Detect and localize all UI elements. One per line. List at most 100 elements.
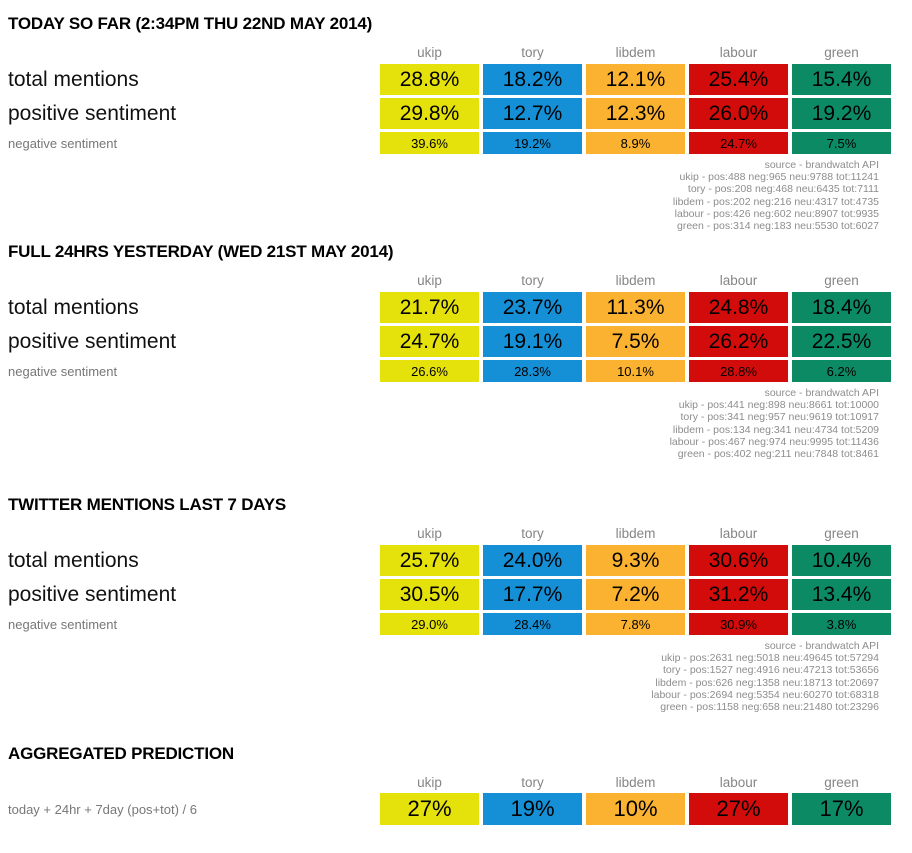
- cell-total-libdem: 12.1%: [586, 64, 685, 95]
- column-header-green: green: [824, 775, 859, 790]
- positive-sentiment-row: positive sentiment 30.5% 17.7% 7.2% 31.2…: [8, 579, 904, 610]
- column-header-labour: labour: [719, 775, 758, 790]
- cell-total-labour: 24.8%: [689, 292, 788, 323]
- party-header-row: ukip tory libdem labour green: [8, 775, 904, 790]
- cell-aggregated-green: 17%: [792, 793, 891, 825]
- column-header-labour: labour: [719, 273, 758, 288]
- column-header-labour: labour: [719, 526, 758, 541]
- cell-positive-green: 22.5%: [792, 326, 891, 357]
- cell-positive-tory: 19.1%: [483, 326, 582, 357]
- source-block: source - brandwatch API ukip - pos:441 n…: [8, 387, 879, 460]
- row-label-total-mentions: total mentions: [8, 549, 139, 572]
- cell-negative-libdem: 10.1%: [586, 360, 685, 382]
- cell-total-labour: 30.6%: [689, 545, 788, 576]
- header-spacer: [8, 775, 376, 790]
- cell-total-labour: 25.4%: [689, 64, 788, 95]
- cell-total-green: 10.4%: [792, 545, 891, 576]
- cell-positive-ukip: 30.5%: [380, 579, 479, 610]
- source-line-tory: tory - pos:341 neg:957 neu:9619 tot:1091…: [680, 411, 880, 424]
- total-mentions-row: total mentions 25.7% 24.0% 9.3% 30.6% 10…: [8, 545, 904, 576]
- cell-aggregated-libdem: 10%: [586, 793, 685, 825]
- cell-positive-labour: 26.2%: [689, 326, 788, 357]
- header-spacer: [8, 45, 376, 60]
- cell-negative-tory: 28.4%: [483, 613, 582, 635]
- column-header-libdem: libdem: [615, 775, 656, 790]
- column-header-libdem: libdem: [615, 273, 656, 288]
- row-label-negative-sentiment: negative sentiment: [8, 616, 118, 632]
- section-title: TODAY SO FAR (2:34PM THU 22ND MAY 2014): [8, 14, 373, 33]
- cell-positive-libdem: 7.5%: [586, 326, 685, 357]
- cell-total-ukip: 25.7%: [380, 545, 479, 576]
- section-title: TWITTER MENTIONS LAST 7 DAYS: [8, 495, 287, 514]
- section-today-so-far: TODAY SO FAR (2:34PM THU 22ND MAY 2014) …: [8, 15, 904, 232]
- cell-positive-tory: 12.7%: [483, 98, 582, 129]
- section-aggregated-prediction: AGGREGATED PREDICTION ukip tory libdem l…: [8, 745, 904, 825]
- cell-positive-libdem: 12.3%: [586, 98, 685, 129]
- cell-negative-libdem: 7.8%: [586, 613, 685, 635]
- source-line-libdem: libdem - pos:202 neg:216 neu:4317 tot:47…: [672, 195, 879, 208]
- cell-total-tory: 23.7%: [483, 292, 582, 323]
- cell-total-green: 15.4%: [792, 64, 891, 95]
- source-line-labour: labour - pos:426 neg:602 neu:8907 tot:99…: [674, 207, 879, 220]
- source-line-green: green - pos:402 neg:211 neu:7848 tot:846…: [677, 448, 879, 461]
- positive-sentiment-row: positive sentiment 29.8% 12.7% 12.3% 26.…: [8, 98, 904, 129]
- row-label-total-mentions: total mentions: [8, 296, 139, 319]
- row-label-positive-sentiment: positive sentiment: [8, 583, 177, 606]
- cell-negative-green: 7.5%: [792, 132, 891, 154]
- cell-total-tory: 18.2%: [483, 64, 582, 95]
- column-header-tory: tory: [521, 45, 544, 60]
- column-header-tory: tory: [521, 526, 544, 541]
- cell-negative-green: 3.8%: [792, 613, 891, 635]
- cell-negative-labour: 30.9%: [689, 613, 788, 635]
- cell-negative-ukip: 39.6%: [380, 132, 479, 154]
- cell-negative-tory: 28.3%: [483, 360, 582, 382]
- column-header-libdem: libdem: [615, 526, 656, 541]
- column-header-tory: tory: [521, 775, 544, 790]
- section-full-24hrs-yesterday: FULL 24HRS YESTERDAY (WED 21ST MAY 2014)…: [8, 243, 904, 460]
- section-title: FULL 24HRS YESTERDAY (WED 21ST MAY 2014): [8, 242, 394, 261]
- total-mentions-row: total mentions 21.7% 23.7% 11.3% 24.8% 1…: [8, 292, 904, 323]
- source-line-libdem: libdem - pos:626 neg:1358 neu:18713 tot:…: [655, 676, 879, 689]
- cell-positive-green: 19.2%: [792, 98, 891, 129]
- source-line-labour: labour - pos:2694 neg:5354 neu:60270 tot…: [651, 688, 879, 701]
- row-label-total-mentions: total mentions: [8, 68, 139, 91]
- source-line-green: green - pos:1158 neg:658 neu:21480 tot:2…: [660, 701, 879, 714]
- cell-positive-labour: 31.2%: [689, 579, 788, 610]
- cell-total-ukip: 21.7%: [380, 292, 479, 323]
- cell-positive-tory: 17.7%: [483, 579, 582, 610]
- column-header-green: green: [824, 526, 859, 541]
- column-header-labour: labour: [719, 45, 758, 60]
- row-label-formula: today + 24hr + 7day (pos+tot) / 6: [8, 801, 197, 817]
- cell-aggregated-labour: 27%: [689, 793, 788, 825]
- source-line-ukip: ukip - pos:488 neg:965 neu:9788 tot:1124…: [679, 171, 879, 184]
- total-mentions-row: total mentions 28.8% 18.2% 12.1% 25.4% 1…: [8, 64, 904, 95]
- cell-negative-ukip: 26.6%: [380, 360, 479, 382]
- header-spacer: [8, 273, 376, 288]
- positive-sentiment-row: positive sentiment 24.7% 19.1% 7.5% 26.2…: [8, 326, 904, 357]
- cell-total-libdem: 9.3%: [586, 545, 685, 576]
- source-line-ukip: ukip - pos:2631 neg:5018 neu:49645 tot:5…: [661, 652, 879, 665]
- column-header-ukip: ukip: [417, 775, 442, 790]
- source-line-ukip: ukip - pos:441 neg:898 neu:8661 tot:1000…: [678, 399, 879, 412]
- source-label: source - brandwatch API: [764, 640, 879, 652]
- cell-negative-green: 6.2%: [792, 360, 891, 382]
- party-header-row: ukip tory libdem labour green: [8, 273, 904, 288]
- cell-total-tory: 24.0%: [483, 545, 582, 576]
- header-spacer: [8, 526, 376, 541]
- source-line-tory: tory - pos:1527 neg:4916 neu:47213 tot:5…: [662, 664, 879, 677]
- cell-negative-libdem: 8.9%: [586, 132, 685, 154]
- section-title: AGGREGATED PREDICTION: [8, 744, 234, 763]
- source-line-tory: tory - pos:208 neg:468 neu:6435 tot:7111: [687, 183, 879, 196]
- row-label-positive-sentiment: positive sentiment: [8, 102, 177, 125]
- party-header-row: ukip tory libdem labour green: [8, 45, 904, 60]
- column-header-ukip: ukip: [417, 526, 442, 541]
- cell-aggregated-ukip: 27%: [380, 793, 479, 825]
- cell-positive-green: 13.4%: [792, 579, 891, 610]
- negative-sentiment-row: negative sentiment 29.0% 28.4% 7.8% 30.9…: [8, 613, 904, 635]
- negative-sentiment-row: negative sentiment 39.6% 19.2% 8.9% 24.7…: [8, 132, 904, 154]
- cell-negative-labour: 24.7%: [689, 132, 788, 154]
- column-header-libdem: libdem: [615, 45, 656, 60]
- cell-total-libdem: 11.3%: [586, 292, 685, 323]
- source-block: source - brandwatch API ukip - pos:488 n…: [8, 159, 879, 232]
